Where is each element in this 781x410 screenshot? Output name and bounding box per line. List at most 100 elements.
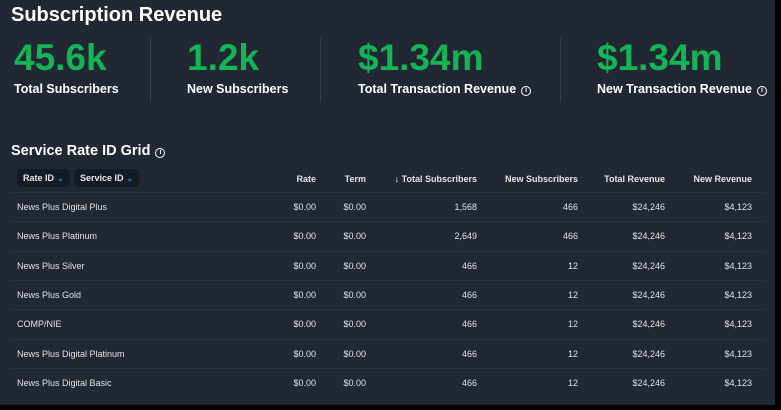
table-cell: 12 bbox=[567, 377, 578, 388]
row-name: News Plus Gold bbox=[17, 289, 82, 300]
column-header-label: Total Subscribers bbox=[401, 174, 477, 184]
table-row[interactable] bbox=[10, 309, 765, 339]
table-cell: $0.00 bbox=[293, 289, 316, 300]
kpi-label: New Subscribers bbox=[187, 82, 288, 96]
table-cell: $4,123 bbox=[724, 202, 752, 212]
table-cell: 466 bbox=[461, 348, 477, 359]
grid-title: Service Rate ID Grid i bbox=[11, 143, 166, 159]
table-cell: $0.00 bbox=[343, 377, 366, 388]
kpi-new-transaction-revenue: $1.34m New Transaction Revenue i bbox=[597, 36, 767, 104]
chevron-down-icon: ⌄ bbox=[126, 174, 134, 183]
kpi-value: $1.34m bbox=[358, 37, 484, 78]
table-cell: 1,568 bbox=[454, 202, 477, 212]
info-icon[interactable]: i bbox=[756, 86, 767, 96]
row-name: News Plus Digital Plus bbox=[17, 202, 108, 212]
column-header-label: Total Revenue bbox=[604, 174, 665, 184]
table-row[interactable] bbox=[10, 367, 765, 398]
table-cell: $0.00 bbox=[293, 377, 316, 388]
kpi-label: Total Subscribers bbox=[14, 82, 119, 96]
kpi-total-transaction-revenue: $1.34m Total Transaction Revenue i bbox=[358, 36, 532, 104]
row-name: COMP/NIE bbox=[17, 319, 62, 330]
table-cell: 12 bbox=[567, 319, 578, 330]
kpi-label-text: Total Subscribers bbox=[14, 82, 119, 96]
kpi-new-subscribers: 1.2k New Subscribers bbox=[187, 36, 288, 104]
kpi-label: Total Transaction Revenue i bbox=[358, 82, 532, 96]
page-title: Subscription Revenue bbox=[11, 4, 223, 26]
info-icon[interactable]: i bbox=[521, 86, 532, 96]
kpi-label: New Transaction Revenue i bbox=[597, 82, 767, 96]
column-header-label: Rate bbox=[296, 174, 316, 184]
table-cell: $0.00 bbox=[343, 289, 366, 300]
table-cell: $0.00 bbox=[293, 348, 316, 359]
table-cell: $0.00 bbox=[343, 319, 366, 330]
filter-label: Rate ID bbox=[23, 173, 55, 183]
table-cell: 12 bbox=[567, 348, 578, 359]
kpi-value: 1.2k bbox=[187, 37, 260, 78]
table-cell: 466 bbox=[461, 289, 477, 300]
table-cell: $0.00 bbox=[343, 260, 366, 271]
table-cell: $0.00 bbox=[343, 348, 366, 359]
column-header-label: Term bbox=[344, 174, 366, 184]
info-icon[interactable]: i bbox=[155, 148, 166, 158]
rate-id-filter[interactable]: Rate ID ⌄ bbox=[17, 169, 70, 187]
table-cell: 466 bbox=[461, 260, 477, 271]
table-cell: $0.00 bbox=[293, 260, 316, 271]
column-header[interactable]: ↓ Total Subscribers bbox=[395, 174, 477, 184]
table-row[interactable] bbox=[10, 250, 765, 281]
column-header-label: New Revenue bbox=[693, 174, 752, 184]
table-cell: $0.00 bbox=[343, 202, 366, 212]
table-cell: $4,123 bbox=[724, 231, 752, 242]
filter-label: Service ID bbox=[80, 173, 124, 183]
table-cell: $4,123 bbox=[724, 348, 752, 359]
row-name: News Plus Platinum bbox=[17, 231, 98, 242]
kpi-label-text: Total Transaction Revenue bbox=[358, 82, 517, 96]
row-name: News Plus Digital Basic bbox=[17, 377, 112, 388]
service-id-filter[interactable]: Service ID ⌄ bbox=[74, 169, 140, 187]
table-cell: $24,246 bbox=[632, 348, 665, 359]
divider bbox=[560, 38, 561, 102]
table-cell: 12 bbox=[567, 260, 578, 271]
column-header[interactable]: Total Revenue bbox=[604, 174, 665, 184]
table-cell: 466 bbox=[562, 231, 578, 242]
table-row[interactable] bbox=[10, 221, 765, 251]
table-cell: 466 bbox=[461, 319, 477, 330]
table-cell: $24,246 bbox=[632, 319, 665, 330]
kpi-label-text: New Transaction Revenue bbox=[597, 82, 752, 96]
column-header[interactable]: Term bbox=[345, 174, 366, 184]
sort-arrow-down-icon: ↓ bbox=[394, 174, 402, 184]
table-cell: $24,246 bbox=[632, 377, 665, 388]
table-cell: $0.00 bbox=[293, 231, 316, 242]
chevron-down-icon: ⌄ bbox=[57, 174, 64, 183]
column-header[interactable]: New Subscribers bbox=[505, 174, 578, 184]
column-header[interactable]: New Revenue bbox=[693, 174, 752, 184]
kpi-value: $1.34m bbox=[597, 37, 723, 78]
table-cell: $24,246 bbox=[632, 289, 665, 300]
table-cell: 2,649 bbox=[454, 231, 477, 242]
table-row[interactable] bbox=[10, 192, 765, 222]
table-row[interactable] bbox=[10, 279, 765, 310]
table-cell: $4,123 bbox=[724, 260, 752, 271]
table-row[interactable] bbox=[10, 338, 765, 369]
table-cell: $4,123 bbox=[724, 377, 752, 388]
column-header[interactable]: Rate bbox=[296, 174, 316, 184]
table-cell: $0.00 bbox=[293, 319, 316, 330]
kpi-label-text: New Subscribers bbox=[187, 82, 289, 96]
table-cell: $4,123 bbox=[724, 319, 752, 330]
table-cell: $0.00 bbox=[293, 202, 316, 212]
grid-title-text: Service Rate ID Grid bbox=[11, 143, 151, 159]
kpi-total-subscribers: 45.6k Total Subscribers bbox=[14, 36, 119, 104]
kpi-value: 45.6k bbox=[14, 37, 107, 78]
divider bbox=[150, 38, 151, 102]
table-cell: $24,246 bbox=[632, 260, 665, 271]
table-cell: 466 bbox=[461, 377, 477, 388]
table-cell: 466 bbox=[562, 202, 578, 212]
row-name: News Plus Silver bbox=[17, 260, 85, 271]
column-header-label: New Subscribers bbox=[504, 174, 578, 184]
table-cell: 12 bbox=[567, 289, 578, 300]
table-cell: $4,123 bbox=[724, 289, 752, 300]
divider bbox=[320, 38, 321, 102]
row-name: News Plus Digital Platinum bbox=[17, 348, 125, 359]
table-cell: $24,246 bbox=[632, 231, 665, 242]
table-cell: $0.00 bbox=[343, 231, 366, 242]
